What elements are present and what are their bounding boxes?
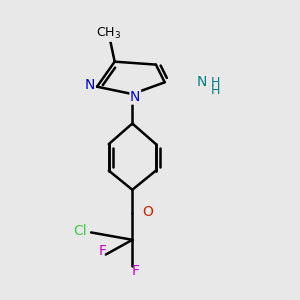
Text: N: N xyxy=(197,75,208,89)
Text: N: N xyxy=(130,90,140,104)
Text: CH$_3$: CH$_3$ xyxy=(96,26,121,41)
Text: Cl: Cl xyxy=(73,224,87,238)
Text: F: F xyxy=(131,264,139,278)
Text: O: O xyxy=(142,206,153,219)
Text: H: H xyxy=(210,76,220,89)
Text: H: H xyxy=(210,84,220,97)
Text: N: N xyxy=(85,78,95,92)
Text: F: F xyxy=(99,244,107,258)
